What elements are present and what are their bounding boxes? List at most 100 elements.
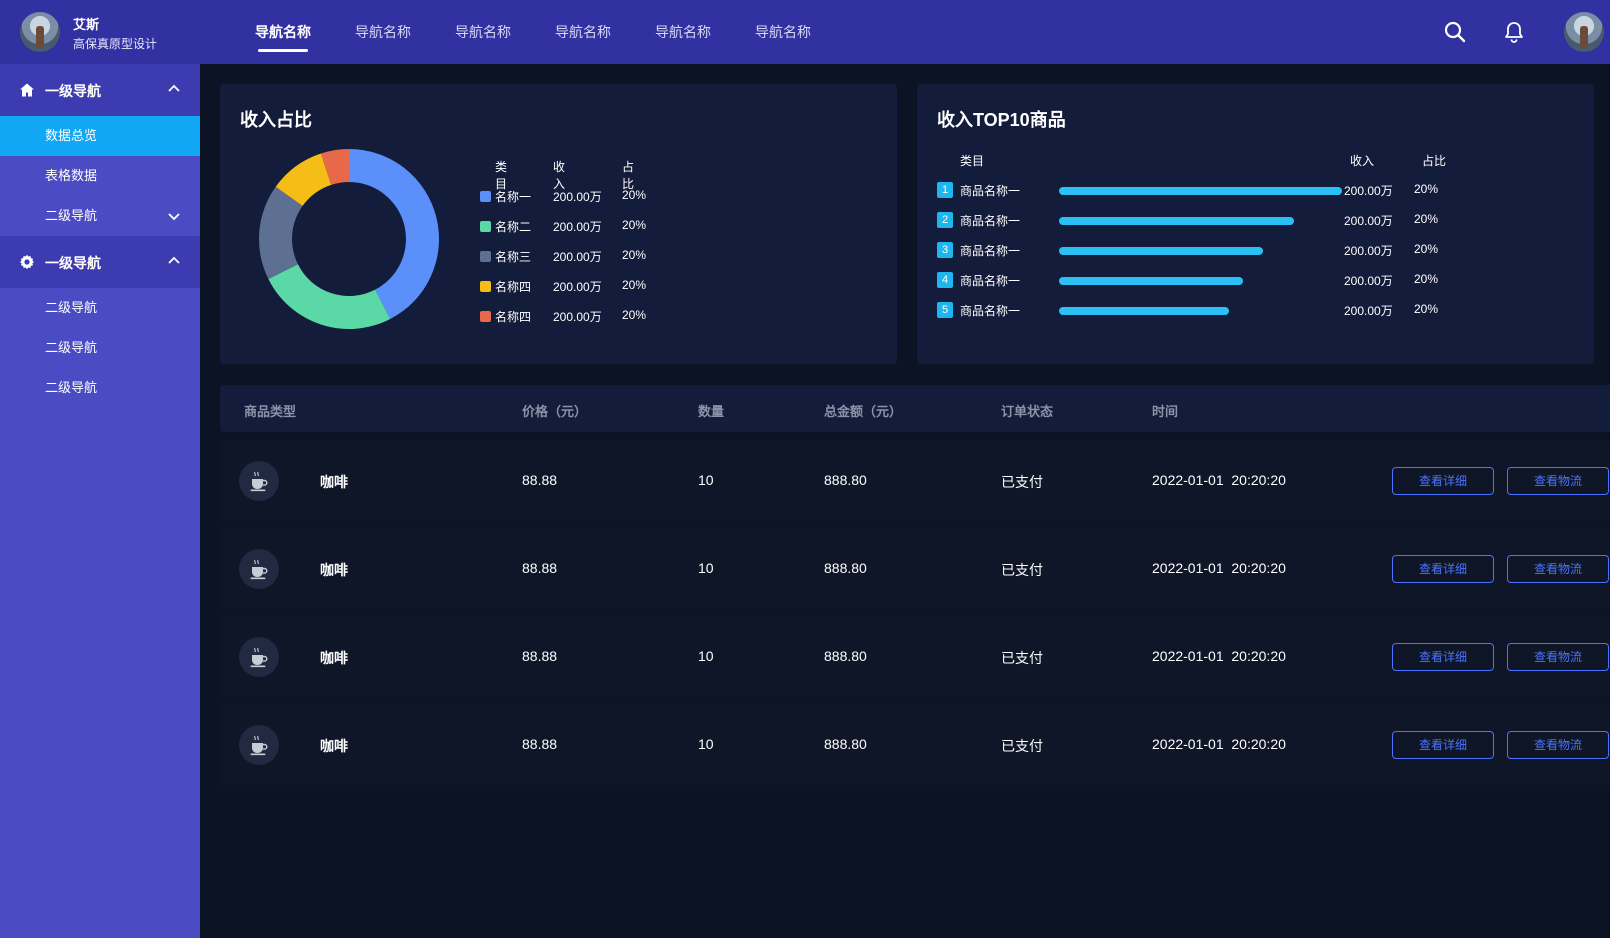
coffee-icon bbox=[239, 637, 279, 677]
top10-header-income: 收入 bbox=[1350, 154, 1375, 168]
nav-item-2[interactable]: 导航名称 bbox=[355, 24, 411, 40]
table-header: 商品类型 价格（元） 数量 总金额（元） 订单状态 时间 bbox=[220, 385, 1610, 432]
brand-name: 艾斯 bbox=[73, 17, 100, 32]
nav-item-1[interactable]: 导航名称 bbox=[233, 0, 333, 64]
legend-value: 200.00万 bbox=[553, 190, 602, 204]
top10-row: 3 商品名称一 200.00万 20% bbox=[937, 241, 1577, 259]
view-detail-button[interactable]: 查看详细 bbox=[1392, 555, 1494, 583]
view-detail-button[interactable]: 查看详细 bbox=[1392, 467, 1494, 495]
order-time: 2022-01-01 20:20:20 bbox=[1152, 472, 1286, 488]
product-name: 商品名称一 bbox=[960, 244, 1021, 258]
chevron-up-icon[interactable] bbox=[167, 82, 181, 96]
price: 88.88 bbox=[522, 560, 558, 576]
top10-header-category: 类目 bbox=[960, 154, 985, 168]
home-icon bbox=[20, 83, 34, 97]
product-pct: 20% bbox=[1414, 212, 1439, 226]
price: 88.88 bbox=[522, 648, 558, 664]
bell-icon[interactable] bbox=[1502, 20, 1526, 44]
sidebar-item-secondary[interactable]: 二级导航 bbox=[0, 196, 200, 236]
view-logistics-button[interactable]: 查看物流 bbox=[1507, 467, 1609, 495]
brand-avatar bbox=[20, 12, 60, 52]
coffee-icon bbox=[239, 725, 279, 765]
card-title: 收入占比 bbox=[240, 110, 312, 130]
quantity: 10 bbox=[698, 736, 714, 752]
top10-row: 1 商品名称一 200.00万 20% bbox=[937, 181, 1577, 199]
nav-item-3[interactable]: 导航名称 bbox=[455, 24, 511, 40]
th-time: 时间 bbox=[1152, 404, 1179, 419]
th-price: 价格（元） bbox=[522, 404, 588, 419]
sidebar-item-overview[interactable]: 数据总览 bbox=[0, 116, 200, 156]
view-detail-button[interactable]: 查看详细 bbox=[1392, 731, 1494, 759]
income-ratio-card: 收入占比 类目 收入 占比 名称一 200.00万 20% 名称二 200.00万 20%… bbox=[220, 84, 897, 364]
sidebar-item-secondary-1[interactable]: 二级导航 bbox=[45, 300, 98, 315]
nav-item-4[interactable]: 导航名称 bbox=[555, 24, 611, 40]
sidebar-group-1[interactable]: 一级导航 bbox=[0, 64, 200, 116]
legend-header-ratio: 占比 bbox=[622, 160, 635, 191]
income-bar bbox=[1059, 247, 1263, 255]
table-row: 咖啡 88.88 10 888.80 已支付 2022-01-01 20:20:20 查看详… bbox=[220, 441, 1610, 521]
top10-row: 4 商品名称一 200.00万 20% bbox=[937, 271, 1577, 289]
donut-slice-2 bbox=[268, 264, 391, 329]
legend-swatch bbox=[480, 251, 491, 262]
product-type: 咖啡 bbox=[320, 650, 348, 666]
th-qty: 数量 bbox=[698, 404, 725, 419]
coffee-icon bbox=[239, 549, 279, 589]
donut-slice-3 bbox=[259, 186, 303, 279]
price: 88.88 bbox=[522, 736, 558, 752]
table-row: 咖啡 88.88 10 888.80 已支付 2022-01-01 20:20:20 查看详… bbox=[220, 705, 1610, 785]
top10-row: 5 商品名称一 200.00万 20% bbox=[937, 301, 1577, 319]
view-logistics-button[interactable]: 查看物流 bbox=[1507, 555, 1609, 583]
legend-swatch bbox=[480, 281, 491, 292]
card-title: 收入TOP10商品 bbox=[937, 110, 1066, 130]
sidebar-group-2[interactable]: 一级导航 bbox=[0, 236, 200, 288]
legend-swatch bbox=[480, 191, 491, 202]
quantity: 10 bbox=[698, 560, 714, 576]
view-logistics-button[interactable]: 查看物流 bbox=[1507, 731, 1609, 759]
legend-value: 200.00万 bbox=[553, 310, 602, 324]
product-pct: 20% bbox=[1414, 272, 1439, 286]
legend-name: 名称一 bbox=[495, 190, 532, 204]
product-pct: 20% bbox=[1414, 242, 1439, 256]
sidebar-item-secondary-2[interactable]: 二级导航 bbox=[45, 340, 98, 355]
top-nav: 导航名称 导航名称 导航名称 导航名称 导航名称 导航名称 bbox=[233, 0, 833, 64]
sidebar-item-secondary-3[interactable]: 二级导航 bbox=[45, 380, 98, 395]
product-income: 200.00万 bbox=[1344, 184, 1393, 198]
sidebar-item-label: 二级导航 bbox=[45, 208, 98, 223]
income-bar bbox=[1059, 187, 1342, 195]
th-status: 订单状态 bbox=[1001, 404, 1054, 419]
view-logistics-button[interactable]: 查看物流 bbox=[1507, 643, 1609, 671]
sidebar-item-table-data[interactable]: 表格数据 bbox=[45, 168, 98, 183]
view-detail-button[interactable]: 查看详细 bbox=[1392, 643, 1494, 671]
donut-slice-5 bbox=[320, 149, 349, 185]
chevron-up-icon[interactable] bbox=[167, 254, 181, 268]
top10-row: 2 商品名称一 200.00万 20% bbox=[937, 211, 1577, 229]
order-status: 已支付 bbox=[1001, 474, 1043, 490]
sidebar: 一级导航 数据总览 表格数据 二级导航 一级导航 二级导航 二级导航 二级导航 bbox=[0, 64, 200, 938]
rank-badge: 2 bbox=[937, 212, 953, 228]
order-status: 已支付 bbox=[1001, 562, 1043, 578]
chevron-down-icon[interactable] bbox=[167, 209, 181, 223]
order-status: 已支付 bbox=[1001, 650, 1043, 666]
nav-item-6[interactable]: 导航名称 bbox=[755, 24, 811, 40]
brand-subtitle: 高保真原型设计 bbox=[73, 37, 158, 51]
legend-pct: 20% bbox=[622, 308, 647, 322]
legend-swatch bbox=[480, 311, 491, 322]
income-bar bbox=[1059, 307, 1229, 315]
product-income: 200.00万 bbox=[1344, 244, 1393, 258]
rank-badge: 5 bbox=[937, 302, 953, 318]
product-income: 200.00万 bbox=[1344, 214, 1393, 228]
search-icon[interactable] bbox=[1443, 20, 1467, 44]
product-name: 商品名称一 bbox=[960, 304, 1021, 318]
total-amount: 888.80 bbox=[824, 736, 867, 752]
product-name: 商品名称一 bbox=[960, 274, 1021, 288]
order-status: 已支付 bbox=[1001, 738, 1043, 754]
total-amount: 888.80 bbox=[824, 560, 867, 576]
th-type: 商品类型 bbox=[244, 404, 297, 419]
user-avatar[interactable] bbox=[1564, 12, 1604, 52]
income-bar bbox=[1059, 217, 1294, 225]
rank-badge: 4 bbox=[937, 272, 953, 288]
legend-value: 200.00万 bbox=[553, 280, 602, 294]
total-amount: 888.80 bbox=[824, 648, 867, 664]
nav-item-5[interactable]: 导航名称 bbox=[655, 24, 711, 40]
legend-pct: 20% bbox=[622, 278, 647, 292]
